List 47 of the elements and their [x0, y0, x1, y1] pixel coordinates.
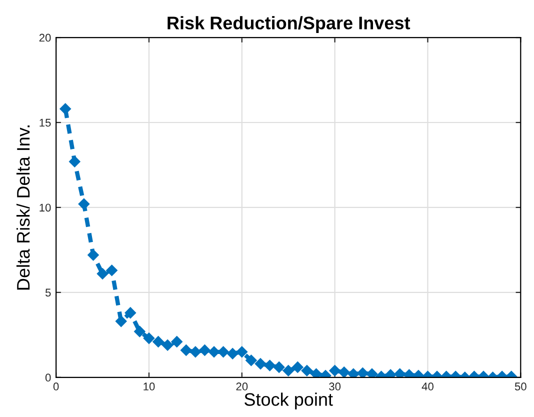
chart-title: Risk Reduction/Spare Invest	[168, 16, 410, 33]
x-tick-label: 20	[236, 382, 248, 390]
point	[264, 360, 276, 372]
point	[236, 346, 248, 358]
point	[246, 354, 257, 366]
point	[124, 307, 136, 318]
point	[162, 339, 174, 351]
point	[338, 366, 350, 378]
y-axis-title: Delta Risk/ Delta Inv.	[16, 125, 30, 290]
point	[60, 103, 71, 115]
point	[329, 364, 340, 376]
point	[254, 358, 266, 370]
point	[180, 344, 192, 356]
point	[292, 362, 304, 373]
y-tick-label: 15	[40, 118, 51, 127]
point	[282, 364, 294, 376]
point	[69, 156, 80, 168]
point	[394, 368, 406, 378]
point	[134, 326, 146, 338]
y-tick-label: 20	[39, 34, 51, 42]
point	[301, 364, 313, 376]
y-tick-label: 5	[45, 288, 51, 297]
x-tick-label: 10	[144, 382, 155, 390]
point	[190, 346, 202, 358]
y-tick-label: 0	[45, 374, 51, 382]
point	[88, 249, 99, 261]
point	[171, 336, 182, 348]
x-axis-title: Stock point	[244, 392, 333, 410]
point	[152, 336, 164, 348]
point	[78, 198, 90, 210]
point	[96, 268, 108, 280]
point	[366, 368, 378, 378]
point	[227, 348, 238, 360]
point	[218, 346, 229, 358]
point	[310, 368, 322, 378]
point	[116, 316, 127, 327]
point	[348, 368, 360, 378]
x-tick-label: 30	[329, 382, 341, 390]
x-tick-label: 0	[53, 382, 59, 390]
point	[273, 362, 285, 373]
point	[143, 332, 155, 344]
point	[357, 368, 368, 378]
y-tick-label: 10	[40, 204, 51, 212]
point	[106, 264, 118, 276]
x-tick-label: 40	[422, 382, 434, 390]
x-tick-label: 50	[514, 382, 526, 390]
point	[199, 344, 210, 356]
